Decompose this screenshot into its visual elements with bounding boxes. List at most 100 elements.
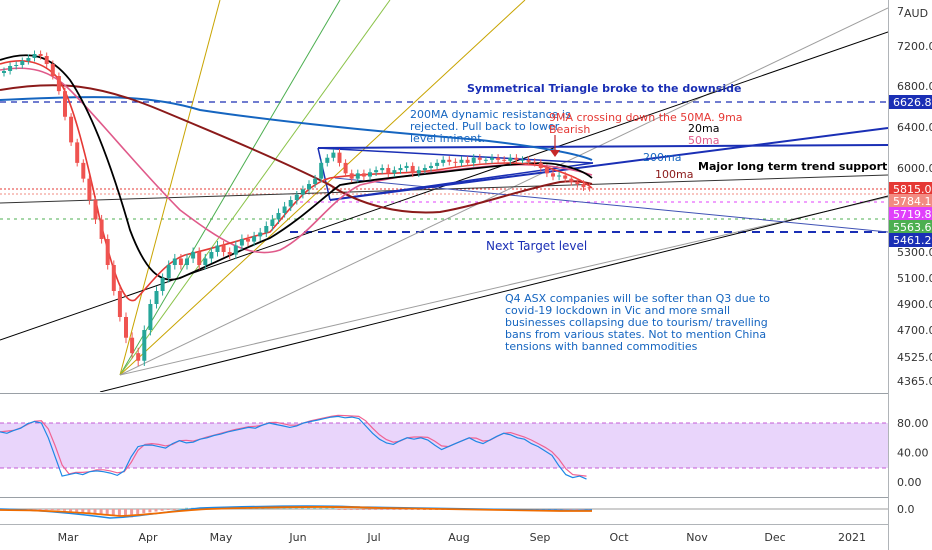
candle-body: [75, 142, 80, 163]
candle-body: [551, 173, 555, 177]
candle-body: [569, 178, 574, 182]
macd-bar: [44, 509, 48, 510]
candle-body: [246, 239, 250, 242]
triangle-upper-line: [317, 147, 594, 164]
candle-body: [544, 168, 549, 174]
price-marker-badge: [889, 220, 932, 234]
price-tick-label: 4525.0: [897, 351, 932, 364]
candle-body: [117, 291, 122, 317]
candle-body: [209, 252, 214, 259]
candle-body: [130, 337, 135, 354]
macd-bar: [160, 509, 164, 511]
gann-line: [119, 0, 526, 376]
candle-body: [514, 157, 519, 160]
candle-body: [502, 159, 507, 161]
time-tick-label: Sep: [530, 531, 551, 544]
macd-bar: [154, 509, 158, 512]
macd-bar: [63, 509, 66, 511]
candle-body: [361, 173, 366, 177]
gann-line: [119, 196, 888, 376]
candle-body: [392, 170, 397, 174]
time-tick-label: Oct: [609, 531, 629, 544]
triangle-side-line: [317, 147, 331, 201]
macd-bar: [300, 507, 304, 509]
candle-body: [563, 175, 568, 179]
price-marker-label: 5461.2: [893, 234, 932, 247]
annotation-200ma-2: rejected. Pull back to lower: [410, 120, 560, 133]
candle-body: [136, 353, 141, 361]
macd-bar: [38, 509, 42, 510]
price-marker-badge: [889, 233, 932, 247]
macd-signal-line: [0, 506, 592, 517]
annotation-9ma-2: Bearish: [549, 123, 590, 136]
macd-bar: [87, 509, 91, 514]
macd-bar: [276, 507, 280, 509]
candle-body: [221, 245, 226, 252]
candle-body: [32, 54, 37, 58]
candle-body: [276, 213, 281, 220]
candle-body: [300, 189, 305, 195]
macd-bar: [392, 509, 396, 510]
candle-body: [166, 265, 171, 278]
candle-body: [441, 159, 446, 163]
candle-body: [63, 91, 67, 117]
macd-bar: [117, 509, 121, 517]
macd-bar: [294, 507, 298, 509]
candle-body: [160, 278, 165, 291]
price-pane[interactable]: Symmetrical Triangle broke to the downsi…: [0, 0, 932, 392]
price-marker-label: 5719.8: [893, 208, 932, 221]
candle-body: [20, 61, 25, 65]
macd-bar: [136, 509, 140, 514]
candle-body: [465, 159, 470, 163]
price-tick-label: 5100.0: [897, 272, 932, 285]
macd-bar: [282, 507, 286, 509]
candle-body: [374, 170, 379, 173]
candle-body: [105, 239, 110, 265]
triangle-breakout-line: [329, 127, 888, 201]
time-axis[interactable]: Mar Apr May Jun Jul Aug Sep Oct Nov Dec 2021: [58, 531, 866, 544]
candle-body: [581, 184, 586, 188]
rsi-tick-label: 40.00: [897, 447, 929, 460]
macd-bar: [368, 509, 371, 510]
annotation-q4-1: Q4 ASX companies will be softer than Q3 …: [505, 292, 770, 305]
macd-bar: [178, 508, 182, 510]
candle-body: [215, 245, 220, 252]
macd-bar: [50, 509, 54, 510]
macd-bar: [355, 509, 359, 510]
macd-bar: [99, 509, 103, 515]
ma200-line: [0, 96, 593, 161]
label-50ma: 50ma: [688, 134, 719, 147]
triangle-top-line: [317, 144, 888, 149]
candle-body: [154, 291, 159, 304]
macd-bar: [361, 509, 365, 510]
candle-body: [557, 175, 562, 177]
macd-axis: 0.0: [897, 503, 915, 516]
time-tick-label: Jun: [288, 531, 306, 544]
price-tick-label: 6800.0: [897, 80, 932, 93]
macd-bar: [56, 509, 60, 511]
price-tick-label: 4365.0: [897, 375, 932, 388]
annotation-triangle: Symmetrical Triangle broke to the downsi…: [467, 82, 741, 95]
candle-body: [575, 181, 580, 184]
candle-body: [185, 258, 189, 265]
macd-bar: [185, 507, 188, 509]
candle-body: [172, 258, 177, 265]
candle-body: [380, 168, 385, 171]
triangle-lower-line: [329, 162, 594, 201]
candle-body: [532, 161, 537, 163]
label-200ma: 200ma: [643, 151, 681, 164]
candle-body: [490, 157, 494, 160]
candle-body: [8, 66, 13, 71]
rsi-pane[interactable]: [0, 414, 888, 480]
macd-bar: [270, 507, 274, 509]
macd-pane[interactable]: [0, 505, 888, 519]
label-100ma: 100ma: [655, 168, 693, 181]
candle-body: [520, 159, 525, 161]
rsi-axis: 80.00 40.00 0.00: [897, 417, 929, 489]
candle-body: [508, 157, 513, 161]
candle-body: [343, 162, 348, 174]
macd-bar: [331, 507, 335, 509]
macd-bar: [148, 509, 152, 513]
